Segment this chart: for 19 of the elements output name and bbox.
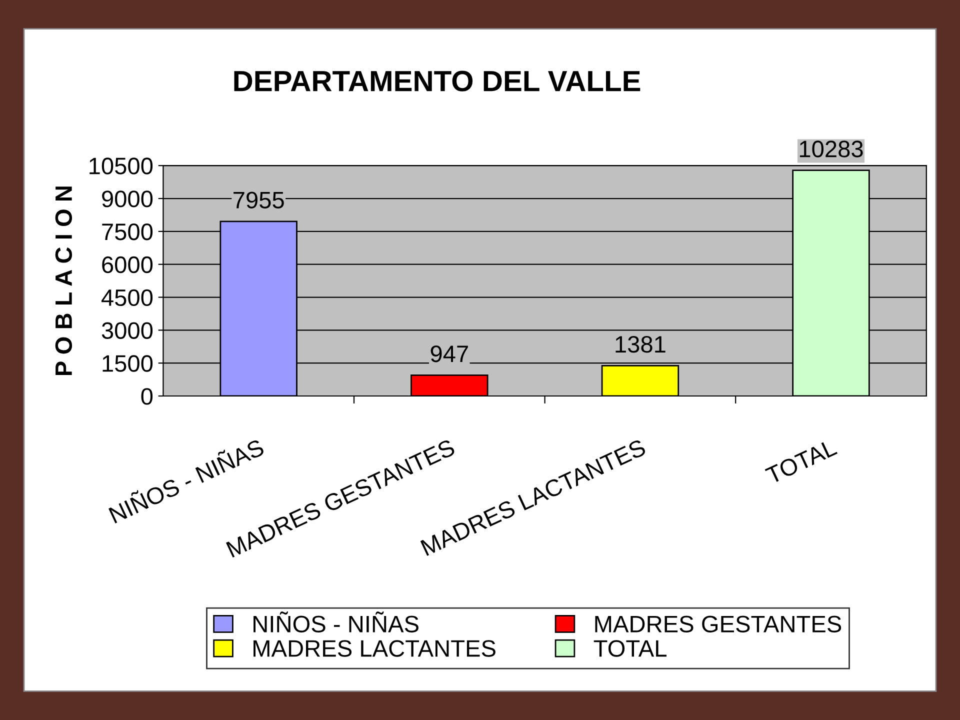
legend-label: NIÑOS - NIÑAS (254, 612, 418, 632)
y-tick-label: 4500 (102, 289, 153, 306)
y-tick-label: 9000 (102, 190, 153, 208)
y-tick-label: 3000 (102, 322, 153, 339)
y-tick-label: 7500 (102, 223, 153, 240)
y-tick-label: 1500 (102, 355, 153, 372)
legend-label: MADRES LACTANTES (254, 640, 496, 657)
chart-title: DEPARTAMENTO DEL VALLE (234, 70, 640, 92)
legend-label: TOTAL (594, 640, 666, 657)
y-tick-label: 10500 (90, 158, 153, 174)
y-axis-title: P O B L A C I O N (55, 186, 72, 375)
data-label: 7955 (234, 192, 284, 208)
y-tick-label: 0 (141, 388, 153, 405)
x-tick-label: TOTAL (764, 438, 838, 484)
legend-label: MADRES GESTANTES (595, 616, 842, 632)
data-label: 10283 (800, 140, 863, 158)
y-tick-label: 6000 (102, 256, 153, 274)
data-label: 1381 (616, 336, 666, 353)
data-label: 947 (430, 346, 468, 362)
